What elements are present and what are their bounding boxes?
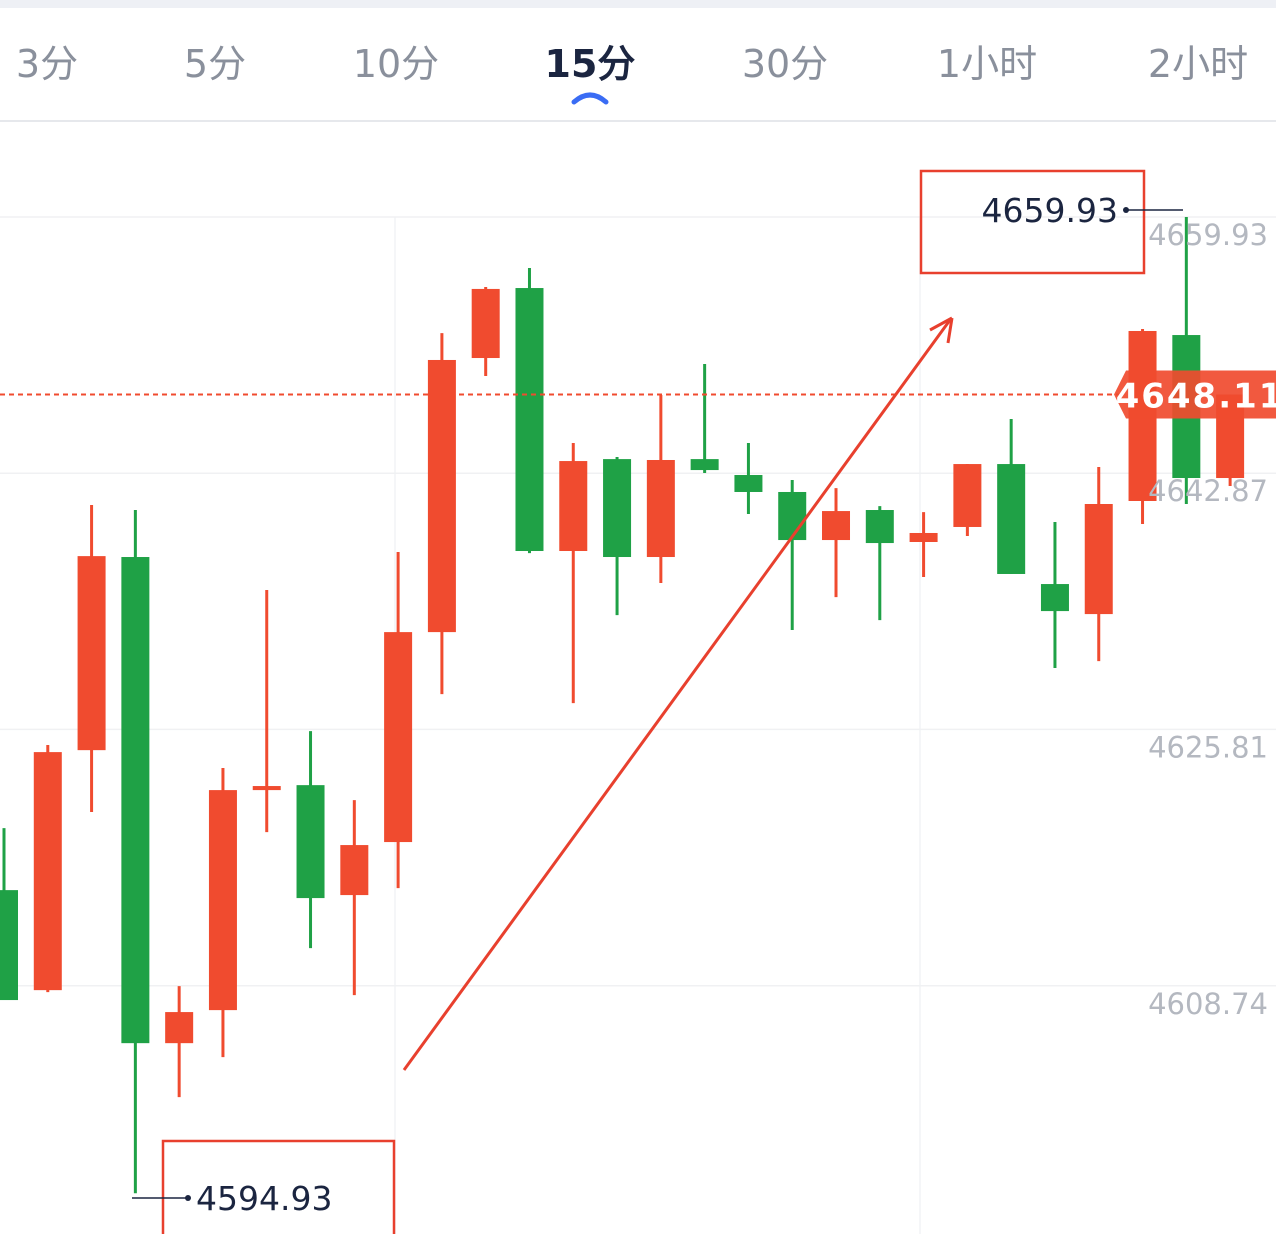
y-tick-label: 4659.93 [1148, 218, 1268, 252]
candle-body [77, 556, 106, 751]
tab[interactable]: 5分 [184, 42, 246, 86]
candle-body [121, 557, 150, 1044]
candle-body [603, 459, 632, 558]
tab[interactable]: 30分 [742, 42, 828, 86]
tab[interactable]: 15分 [545, 42, 636, 86]
low-dot [185, 1195, 191, 1201]
tab[interactable]: 3分 [16, 42, 78, 86]
candle-body [865, 510, 894, 544]
tab[interactable]: 1小时 [937, 42, 1037, 86]
candle-body [909, 532, 938, 542]
last-price-box [1114, 370, 1276, 419]
candle-body [33, 752, 62, 991]
candle-body [427, 359, 456, 633]
tab[interactable]: 10分 [353, 42, 439, 86]
candle-body [953, 464, 982, 527]
candle-body [822, 511, 851, 541]
candle-body [340, 845, 369, 896]
candle-body [0, 890, 18, 1001]
arrow-head [929, 316, 954, 344]
y-tick-label: 4642.87 [1148, 474, 1268, 508]
candle-body [515, 288, 544, 552]
annotation-box [919, 169, 1146, 275]
tab-indicator [571, 92, 609, 105]
candle-body [1084, 504, 1113, 615]
last-price-label: 4648.11 [1116, 377, 1276, 417]
y-tick-label: 4625.81 [1148, 730, 1268, 764]
y-tick-label: 4608.74 [1148, 987, 1268, 1021]
candle-body [165, 1012, 194, 1044]
candle-body [384, 632, 413, 843]
high-label: 4659.93 [982, 191, 1118, 230]
tab[interactable]: 2小时 [1148, 42, 1248, 86]
candle-body [997, 464, 1026, 574]
candle-body [646, 459, 675, 558]
candle-body [296, 785, 325, 899]
candle-body [559, 461, 588, 552]
candle-body [208, 790, 237, 1011]
candle-body [778, 491, 807, 541]
candle-body [690, 459, 719, 471]
top-strip [0, 0, 1276, 8]
candle-body [471, 288, 500, 359]
candle-body [252, 786, 281, 791]
high-dot [1123, 207, 1129, 213]
trend-arrow [402, 319, 952, 1071]
annotation-box [161, 1139, 396, 1234]
low-label: 4594.93 [196, 1179, 332, 1218]
candle-body [734, 475, 763, 492]
candle-body [1040, 584, 1069, 612]
